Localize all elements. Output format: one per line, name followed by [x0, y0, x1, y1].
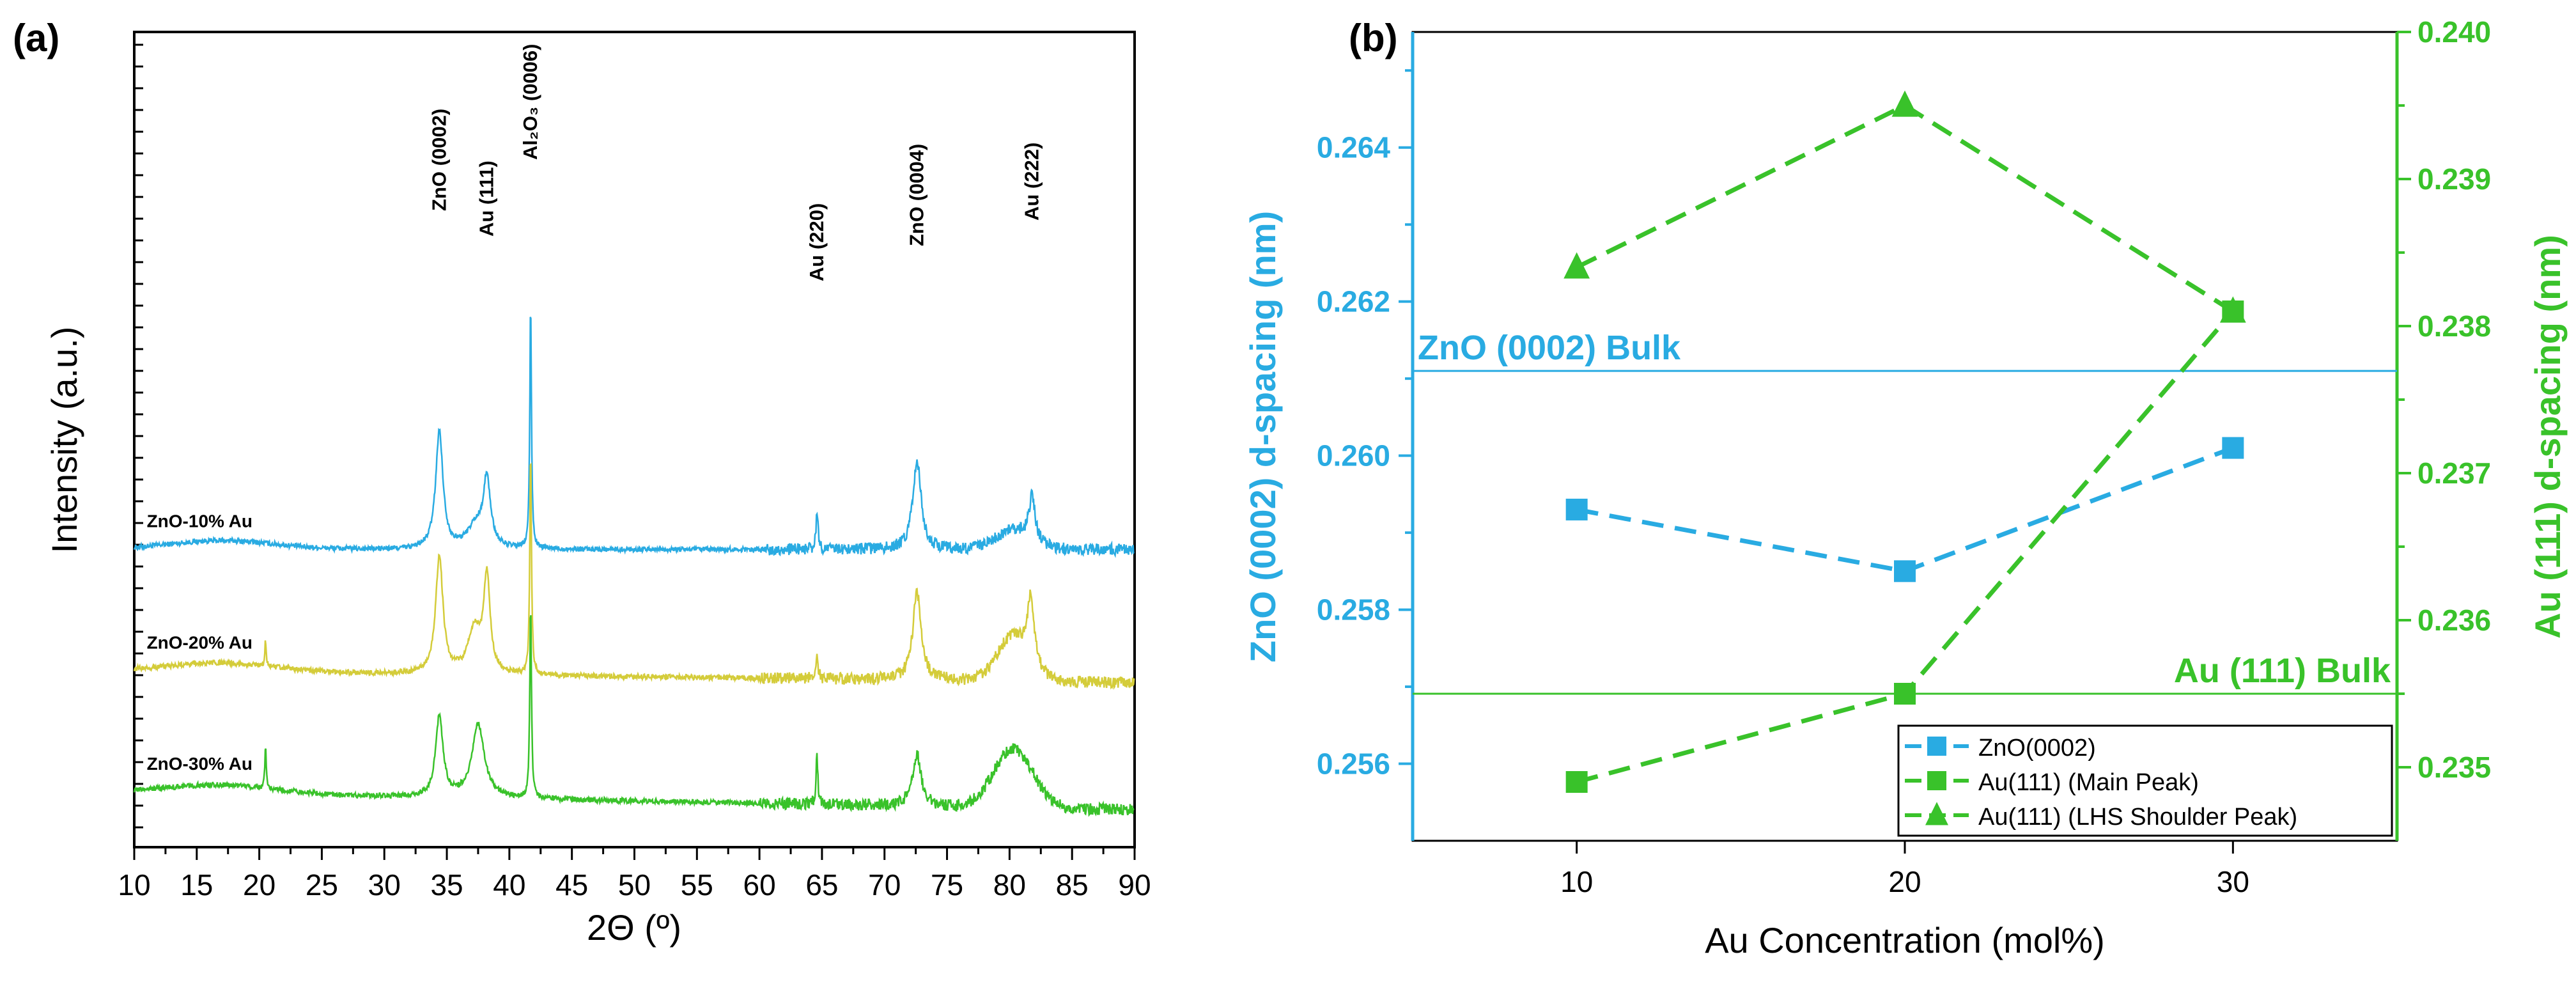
data-point-triangle — [1563, 252, 1590, 279]
x-tick-label: 15 — [180, 868, 213, 902]
panel-a: (a) 10 15 20 25 30 35 40 45 50 55 60 65 70 75 80 85 90 Z… — [13, 17, 1151, 948]
panel-a-series-labels: ZnO-10% Au ZnO-20% Au ZnO-30% Au — [147, 512, 252, 774]
panel-a-label: (a) — [13, 17, 59, 59]
data-point-square — [1927, 737, 1946, 756]
x-tick-label: 30 — [2217, 865, 2249, 898]
panel-b-frame — [1411, 31, 2398, 842]
series-line — [1576, 102, 2235, 313]
right-tick-label: 0.237 — [2417, 457, 2491, 490]
xrd-series-line — [133, 316, 1135, 558]
panel-b-reference-lines: ZnO (0002) Bulk Au (111) Bulk — [1413, 329, 2397, 695]
left-tick-label: 0.258 — [1317, 593, 1390, 627]
left-tick-label: 0.262 — [1317, 285, 1390, 318]
x-tick-label: 35 — [430, 868, 463, 902]
panel-a-x-axis-label: 2Θ (º) — [587, 907, 681, 948]
peak-label: Au (111) — [476, 160, 498, 237]
x-tick-label: 70 — [868, 868, 901, 902]
series-name-label: ZnO-20% Au — [147, 632, 252, 652]
panel-a-frame — [133, 31, 1136, 848]
x-tick-label: 75 — [931, 868, 963, 902]
xrd-series-line — [133, 615, 1135, 817]
data-point-square — [1565, 498, 1588, 520]
legend-entry-label: ZnO(0002) — [1978, 735, 2096, 761]
peak-label: ZnO (0002) — [428, 109, 450, 211]
left-tick-label: 0.264 — [1317, 131, 1391, 164]
panel-b-right-axis-label: Au (111) d-spacing (nm) — [2527, 235, 2568, 639]
xrd-series-line — [133, 462, 1135, 691]
legend-entry-label: Au(111) (Main Peak) — [1978, 769, 2199, 796]
x-tick-label: 25 — [306, 868, 338, 902]
x-tick-label: 80 — [993, 868, 1026, 902]
x-tick-label: 45 — [555, 868, 588, 902]
panel-a-y-axis-label: Intensity (a.u.) — [44, 327, 84, 554]
data-point-triangle — [2219, 296, 2246, 323]
series-line — [1576, 309, 2235, 785]
x-tick-label: 30 — [368, 868, 401, 902]
panel-a-y-minor-ticks — [134, 43, 143, 829]
series-name-label: ZnO-30% Au — [147, 754, 252, 774]
x-tick-label: 50 — [618, 868, 651, 902]
panel-b-legend: ZnO(0002) Au(111) (Main Peak) Au(111) (LHS… — [1897, 724, 2393, 837]
x-tick-label: 10 — [118, 868, 150, 902]
data-point-square — [1894, 560, 1916, 582]
panel-a-x-ticks: 10 15 20 25 30 35 40 45 50 55 60 65 70 75 80 85 90 — [118, 847, 1151, 902]
panel-a-peak-labels: ZnO (0002) Au (111) Al₂O₃ (0006) Au (220) Zn… — [428, 44, 1043, 281]
right-tick-label: 0.238 — [2417, 309, 2491, 343]
peak-label: Au (220) — [805, 203, 828, 281]
series-name-label: ZnO-10% Au — [147, 512, 252, 531]
panel-b-left-ticks: 0.256 0.258 0.260 0.262 0.264 — [1317, 69, 1413, 781]
right-tick-label: 0.235 — [2417, 751, 2491, 784]
left-tick-label: 0.260 — [1317, 439, 1390, 472]
panel-b-x-axis-label: Au Concentration (mol%) — [1705, 920, 2105, 960]
panel-b-left-axis-label: ZnO (0002) d-spacing (nm) — [1243, 211, 1283, 662]
data-point-square — [1565, 771, 1588, 793]
x-tick-label: 20 — [243, 868, 275, 902]
x-tick-label: 10 — [1560, 865, 1593, 898]
right-tick-label: 0.239 — [2417, 162, 2491, 196]
panel-b-right-ticks: 0.235 0.236 0.237 0.238 0.239 0.240 — [2397, 15, 2491, 784]
peak-label: Au (222) — [1021, 143, 1043, 221]
reference-line-label: ZnO (0002) Bulk — [1418, 329, 1681, 367]
data-point-triangle — [1925, 802, 1948, 825]
data-point-square — [1927, 771, 1946, 790]
panel-a-series — [133, 316, 1135, 817]
series-line — [1576, 446, 2234, 574]
x-tick-label: 55 — [681, 868, 713, 902]
x-tick-label: 85 — [1056, 868, 1089, 902]
peak-label: Al₂O₃ (0006) — [519, 44, 541, 160]
left-tick-label: 0.256 — [1317, 747, 1390, 781]
panel-b-label: (b) — [1349, 17, 1398, 59]
legend-entry-label: Au(111) (LHS Shoulder Peak) — [1978, 804, 2297, 831]
data-point-triangle — [1891, 90, 1918, 117]
legend-box — [1897, 724, 2393, 837]
x-tick-label: 65 — [805, 868, 838, 902]
panel-b-series — [1563, 90, 2246, 793]
right-tick-label: 0.240 — [2417, 15, 2491, 49]
data-point-square — [1894, 683, 1916, 705]
x-tick-label: 60 — [743, 868, 776, 902]
panel-b-x-ticks: 10 20 30 — [1560, 841, 2249, 898]
peak-label: ZnO (0004) — [906, 144, 928, 246]
data-point-square — [2222, 437, 2244, 459]
x-tick-label: 90 — [1118, 868, 1151, 902]
right-tick-label: 0.236 — [2417, 604, 2491, 637]
reference-line-label: Au (111) Bulk — [2174, 652, 2391, 690]
x-tick-label: 20 — [1888, 865, 1921, 898]
x-tick-label: 40 — [493, 868, 525, 902]
